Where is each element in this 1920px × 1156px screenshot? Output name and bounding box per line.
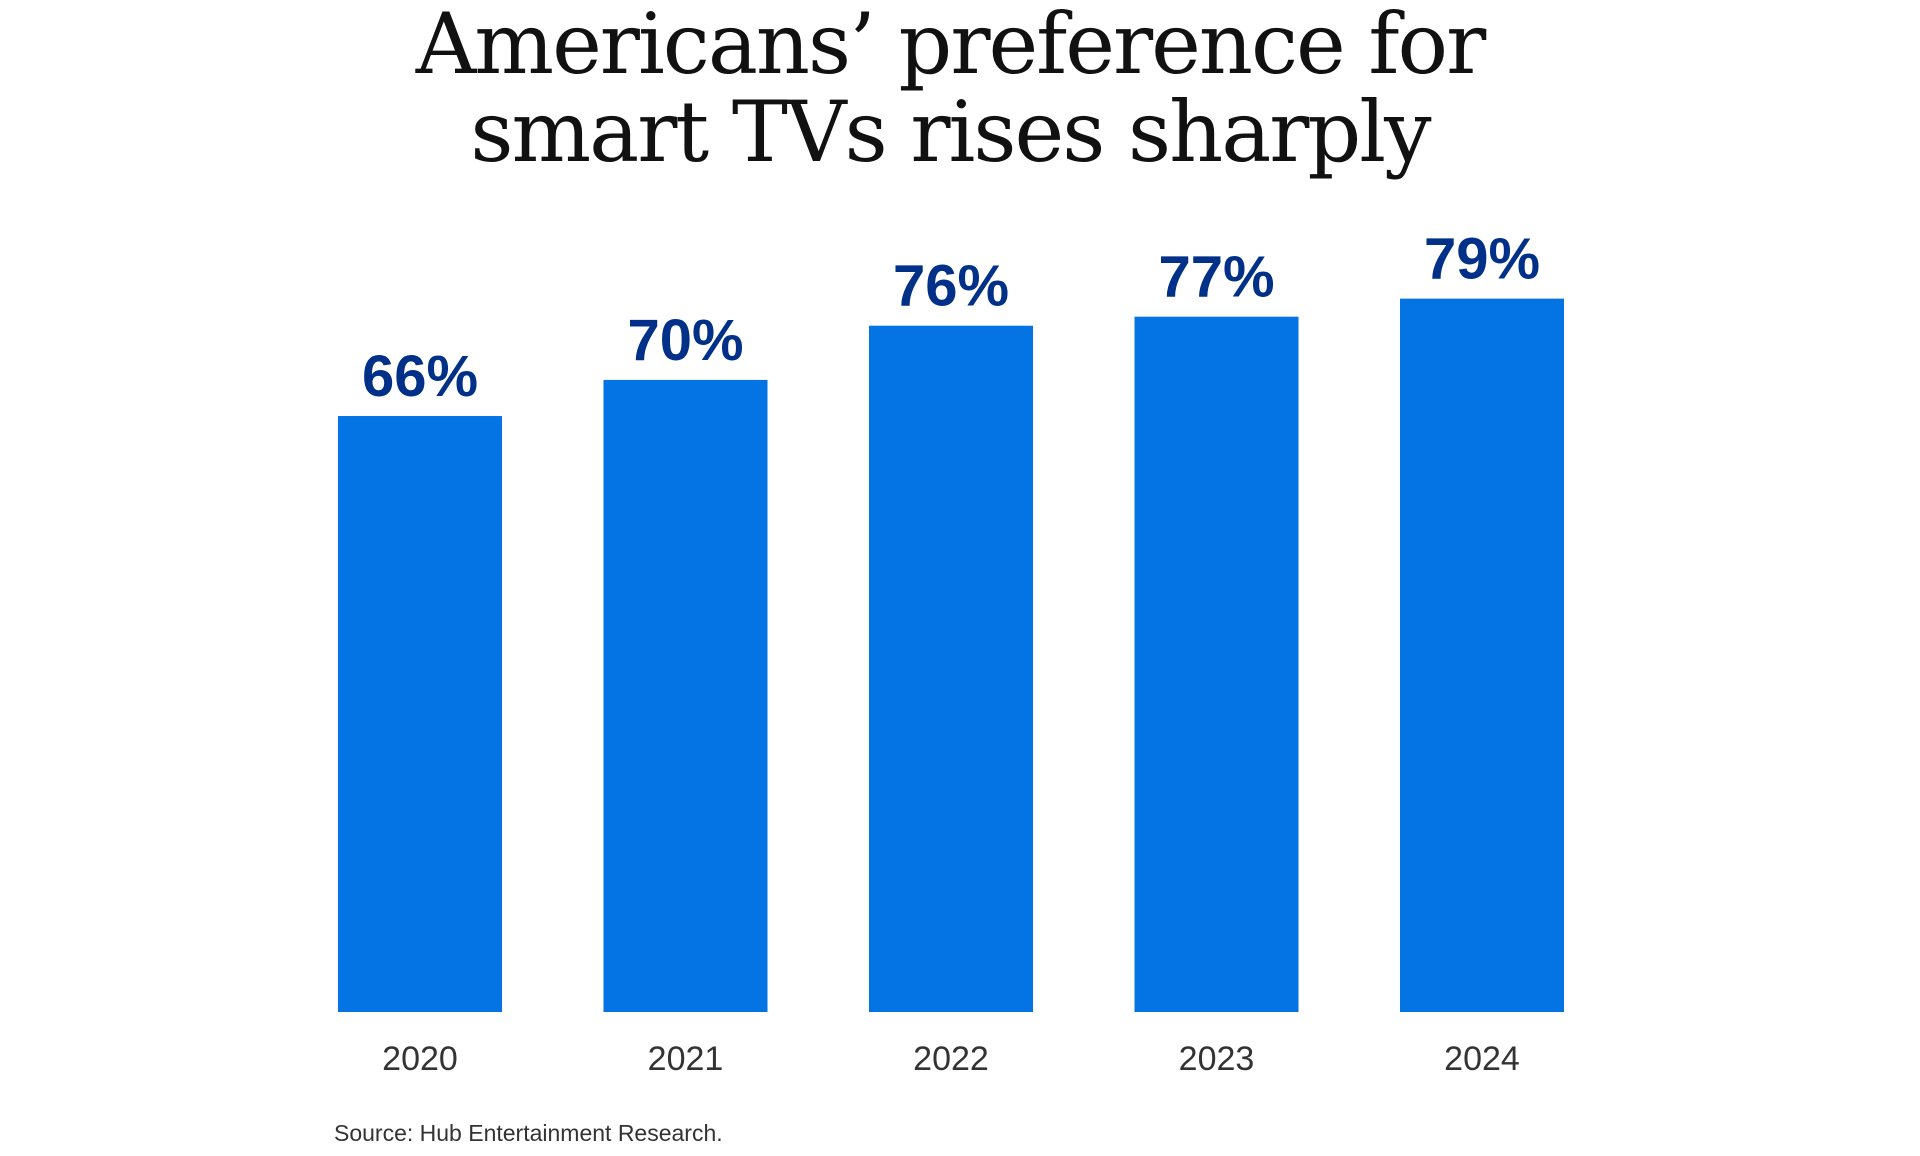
data-label-2021: 70% [627, 308, 743, 373]
data-label-2022: 76% [893, 254, 1009, 319]
bar-2023 [1134, 316, 1299, 1012]
x-tick-label-2022: 2022 [913, 1040, 989, 1078]
bar-2022 [869, 325, 1033, 1013]
chart-title: Americans’ preference for smart TVs rise… [0, 0, 1900, 176]
data-label-2023: 77% [1158, 245, 1274, 310]
x-tick-label-2021: 2021 [648, 1040, 724, 1078]
x-tick-label-2024: 2024 [1444, 1040, 1520, 1078]
bar-2024 [1400, 298, 1564, 1012]
data-label-2024: 79% [1424, 227, 1540, 292]
x-tick-label-2020: 2020 [382, 1040, 458, 1078]
bar-2020 [338, 416, 502, 1012]
bar-2021 [603, 379, 768, 1012]
source-note: Source: Hub Entertainment Research. [334, 1120, 723, 1146]
chart-title-line-1: Americans’ preference for [415, 0, 1486, 93]
data-label-2020: 66% [362, 344, 478, 409]
chart-title-line-2: smart TVs rises sharply [470, 83, 1431, 181]
x-tick-label-2023: 2023 [1179, 1040, 1255, 1078]
